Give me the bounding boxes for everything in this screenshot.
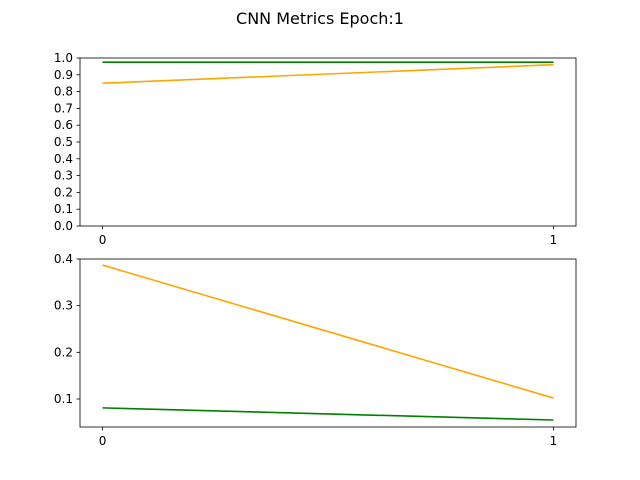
y-tick-label: 0.7 [54, 101, 73, 115]
top-subplot: 0.0 0.1 0.2 0.3 0.4 0.5 0.6 0.7 0.8 0.9 1.0 0 1 [54, 51, 577, 247]
x-tick-label: 1 [550, 233, 558, 247]
y-tick-label: 0.9 [54, 68, 73, 82]
axes-frame [79, 258, 577, 428]
x-tick-label: 0 [99, 233, 107, 247]
x-tick-label: 1 [550, 434, 558, 448]
series-line-1 [102, 407, 554, 421]
bottom-subplot: 0.1 0.2 0.3 0.4 0 1 [54, 252, 577, 448]
axes-frame [79, 57, 577, 227]
y-tick-label: 1.0 [54, 51, 73, 65]
y-tick-label: 0.0 [54, 219, 73, 233]
y-tick-label: 0.3 [54, 169, 73, 183]
y-tick-label: 0.1 [54, 202, 73, 216]
y-tick-label: 0.6 [54, 118, 73, 132]
y-tick-label: 0.2 [54, 185, 73, 199]
x-tick-label: 0 [99, 434, 107, 448]
y-tick-label: 0.2 [54, 345, 73, 359]
y-tick-label: 0.1 [54, 392, 73, 406]
y-tick-label: 0.4 [54, 152, 73, 166]
series-line-0 [102, 264, 554, 399]
y-tick-label: 0.8 [54, 85, 73, 99]
y-tick-label: 0.3 [54, 299, 73, 313]
series-line-0 [102, 63, 554, 84]
chart-title: CNN Metrics Epoch:1 [236, 9, 404, 28]
y-tick-label: 0.4 [54, 252, 73, 266]
y-tick-label: 0.5 [54, 135, 73, 149]
